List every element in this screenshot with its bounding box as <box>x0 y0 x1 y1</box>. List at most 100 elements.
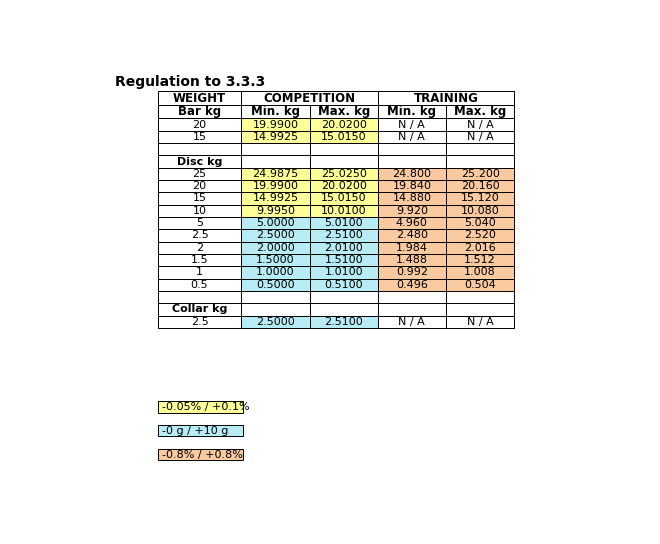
Bar <box>310 156 378 168</box>
Bar <box>446 266 514 279</box>
Text: N / A: N / A <box>467 317 494 327</box>
Bar <box>310 303 378 316</box>
Text: 14.9925: 14.9925 <box>252 194 298 203</box>
Text: 1.984: 1.984 <box>396 243 428 253</box>
Text: 5.0000: 5.0000 <box>256 218 295 228</box>
Text: 2.520: 2.520 <box>464 231 496 240</box>
Text: 1.488: 1.488 <box>396 255 428 265</box>
Text: 2.5100: 2.5100 <box>324 231 363 240</box>
Bar <box>446 168 514 180</box>
Bar <box>242 279 310 291</box>
Bar <box>242 242 310 254</box>
Text: 0.5000: 0.5000 <box>256 280 295 290</box>
Bar <box>378 91 514 106</box>
Text: 1.5100: 1.5100 <box>324 255 363 265</box>
Bar <box>158 180 242 193</box>
Text: TRAINING: TRAINING <box>414 92 478 105</box>
Bar <box>378 143 446 156</box>
Bar <box>446 180 514 193</box>
Bar <box>242 168 310 180</box>
Bar <box>310 180 378 193</box>
Text: -0.05% / +0.1%: -0.05% / +0.1% <box>162 402 250 412</box>
Bar <box>158 168 242 180</box>
Text: WEIGHT: WEIGHT <box>173 92 226 105</box>
Bar <box>158 266 242 279</box>
Text: 19.9900: 19.9900 <box>253 120 298 129</box>
Text: Collar kg: Collar kg <box>172 305 227 314</box>
Bar <box>446 143 514 156</box>
Text: 2.5: 2.5 <box>191 231 209 240</box>
Text: 4.960: 4.960 <box>396 218 428 228</box>
Text: 5: 5 <box>196 218 203 228</box>
Text: COMPETITION: COMPETITION <box>263 92 356 105</box>
Bar <box>378 242 446 254</box>
Text: 19.9900: 19.9900 <box>253 181 298 191</box>
Bar <box>310 217 378 229</box>
Text: N / A: N / A <box>399 132 425 142</box>
Text: 2.0000: 2.0000 <box>256 243 295 253</box>
Text: 15: 15 <box>193 194 207 203</box>
Bar <box>378 168 446 180</box>
Text: 1.5: 1.5 <box>191 255 209 265</box>
Bar <box>158 449 243 460</box>
Bar <box>158 143 242 156</box>
Bar <box>158 303 242 316</box>
Bar <box>378 303 446 316</box>
Text: 0.504: 0.504 <box>464 280 496 290</box>
Bar <box>378 119 446 131</box>
Bar <box>242 205 310 217</box>
Text: 1.5000: 1.5000 <box>256 255 295 265</box>
Text: 0.992: 0.992 <box>396 268 428 277</box>
Bar <box>310 242 378 254</box>
Bar <box>378 291 446 303</box>
Text: 10.0100: 10.0100 <box>321 206 366 216</box>
Text: 14.9925: 14.9925 <box>252 132 298 142</box>
Bar <box>446 303 514 316</box>
Bar <box>446 119 514 131</box>
Bar <box>158 156 242 168</box>
Bar <box>158 425 243 436</box>
Text: 2: 2 <box>196 243 203 253</box>
Bar <box>158 291 242 303</box>
Text: 1.0100: 1.0100 <box>324 268 363 277</box>
Text: 2.480: 2.480 <box>396 231 428 240</box>
Bar <box>378 131 446 143</box>
Text: 20.160: 20.160 <box>461 181 500 191</box>
Text: 20: 20 <box>193 181 207 191</box>
Text: 24.800: 24.800 <box>393 169 432 179</box>
Bar <box>158 131 242 143</box>
Text: -0.8% / +0.8%: -0.8% / +0.8% <box>162 449 243 460</box>
Bar <box>310 106 378 119</box>
Bar <box>242 217 310 229</box>
Bar <box>242 229 310 242</box>
Bar <box>378 254 446 266</box>
Bar <box>242 291 310 303</box>
Bar <box>158 205 242 217</box>
Bar <box>158 279 242 291</box>
Bar <box>242 106 310 119</box>
Text: 20: 20 <box>193 120 207 129</box>
Text: Bar kg: Bar kg <box>178 106 221 119</box>
Bar <box>310 291 378 303</box>
Bar <box>242 143 310 156</box>
Bar <box>158 229 242 242</box>
Bar <box>378 217 446 229</box>
Bar <box>310 119 378 131</box>
Bar <box>310 279 378 291</box>
Text: 20.0200: 20.0200 <box>321 120 366 129</box>
Bar <box>242 193 310 205</box>
Bar <box>158 254 242 266</box>
Text: 24.9875: 24.9875 <box>252 169 298 179</box>
Bar <box>378 279 446 291</box>
Bar <box>446 205 514 217</box>
Text: 20.0200: 20.0200 <box>321 181 366 191</box>
Text: 0.496: 0.496 <box>396 280 428 290</box>
Bar <box>378 156 446 168</box>
Text: 2.016: 2.016 <box>464 243 496 253</box>
Text: N / A: N / A <box>399 120 425 129</box>
Text: 2.5000: 2.5000 <box>256 317 295 327</box>
Text: 5.040: 5.040 <box>464 218 496 228</box>
Text: 0.5: 0.5 <box>191 280 209 290</box>
Text: 5.0100: 5.0100 <box>324 218 363 228</box>
Bar <box>158 316 242 328</box>
